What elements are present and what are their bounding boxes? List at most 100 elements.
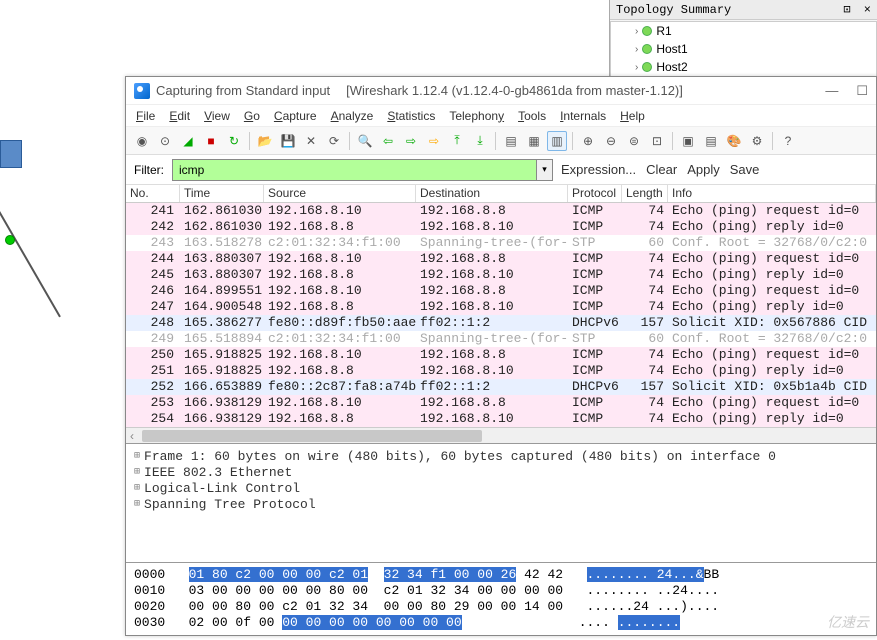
detail-frame[interactable]: ⊞Frame 1: 60 bytes on wire (480 bits), 6… bbox=[134, 448, 868, 464]
packet-row[interactable]: 251165.918825192.168.8.8192.168.8.10ICMP… bbox=[126, 363, 876, 379]
col-header-no[interactable]: No. bbox=[126, 185, 180, 202]
colorize-icon[interactable]: ▤ bbox=[501, 131, 521, 151]
filter-save-link[interactable]: Save bbox=[730, 162, 760, 177]
expand-icon[interactable]: ⊞ bbox=[134, 450, 140, 462]
filter-dropdown-icon[interactable]: ▾ bbox=[537, 159, 553, 181]
goto-icon[interactable]: ⇨ bbox=[424, 131, 444, 151]
packet-row[interactable]: 248165.386277fe80::d89f:fb50:aaeff02::1:… bbox=[126, 315, 876, 331]
topology-item-r1[interactable]: ›R1 bbox=[611, 22, 876, 40]
status-dot-icon bbox=[642, 62, 652, 72]
status-dot-icon bbox=[642, 26, 652, 36]
packet-list[interactable]: 241162.861030192.168.8.10192.168.8.8ICMP… bbox=[126, 203, 876, 427]
zoom-reset-icon[interactable]: ⊜ bbox=[624, 131, 644, 151]
scrollbar-thumb[interactable] bbox=[142, 430, 482, 442]
toolbar-sep bbox=[672, 132, 673, 150]
restart-capture-icon[interactable]: ↻ bbox=[224, 131, 244, 151]
topology-device-icon[interactable] bbox=[0, 140, 22, 168]
wireshark-window: Capturing from Standard input [Wireshark… bbox=[125, 76, 877, 636]
zoom-in-icon[interactable]: ⊕ bbox=[578, 131, 598, 151]
close-icon[interactable]: ✕ bbox=[301, 131, 321, 151]
col-header-length[interactable]: Length bbox=[622, 185, 668, 202]
packet-row[interactable]: 247164.900548192.168.8.8192.168.8.10ICMP… bbox=[126, 299, 876, 315]
title-bar[interactable]: Capturing from Standard input [Wireshark… bbox=[126, 77, 876, 105]
detail-llc[interactable]: ⊞Logical-Link Control bbox=[134, 480, 868, 496]
topology-item-host2[interactable]: ›Host2 bbox=[611, 58, 876, 76]
packet-row[interactable]: 254166.938129192.168.8.8192.168.8.10ICMP… bbox=[126, 411, 876, 427]
packet-row[interactable]: 245163.880307192.168.8.8192.168.8.10ICMP… bbox=[126, 267, 876, 283]
menu-go[interactable]: Go bbox=[244, 109, 260, 123]
topology-tree: ›R1 ›Host1 ›Host2 bbox=[610, 21, 877, 77]
open-icon[interactable]: 📂 bbox=[255, 131, 275, 151]
expand-icon[interactable]: ⊞ bbox=[134, 498, 140, 510]
packet-row[interactable]: 246164.899551192.168.8.10192.168.8.8ICMP… bbox=[126, 283, 876, 299]
menu-capture[interactable]: Capture bbox=[274, 109, 317, 123]
hex-pane[interactable]: 0000 01 80 c2 00 00 00 c2 01 32 34 f1 00… bbox=[126, 562, 876, 635]
coloring-rules-icon[interactable]: 🎨 bbox=[724, 131, 744, 151]
stop-capture-icon[interactable]: ■ bbox=[201, 131, 221, 151]
col-header-source[interactable]: Source bbox=[264, 185, 416, 202]
detail-ethernet[interactable]: ⊞IEEE 802.3 Ethernet bbox=[134, 464, 868, 480]
expand-icon[interactable]: ⊞ bbox=[134, 482, 140, 494]
menu-statistics[interactable]: Statistics bbox=[387, 109, 435, 123]
start-capture-icon[interactable]: ◢ bbox=[178, 131, 198, 151]
packet-row[interactable]: 242162.861030192.168.8.8192.168.8.10ICMP… bbox=[126, 219, 876, 235]
packet-row[interactable]: 253166.938129192.168.8.10192.168.8.8ICMP… bbox=[126, 395, 876, 411]
capture-filters-icon[interactable]: ▣ bbox=[678, 131, 698, 151]
topology-item-host1[interactable]: ›Host1 bbox=[611, 40, 876, 58]
menu-view[interactable]: View bbox=[204, 109, 230, 123]
interfaces-icon[interactable]: ◉ bbox=[132, 131, 152, 151]
col-header-destination[interactable]: Destination bbox=[416, 185, 568, 202]
filter-apply-link[interactable]: Apply bbox=[687, 162, 720, 177]
back-icon[interactable]: ⇦ bbox=[378, 131, 398, 151]
topology-close-icon[interactable]: × bbox=[864, 3, 871, 17]
menu-help[interactable]: Help bbox=[620, 109, 645, 123]
menu-file[interactable]: File bbox=[136, 109, 155, 123]
col-header-time[interactable]: Time bbox=[180, 185, 264, 202]
topology-dock-icon[interactable]: ⊡ bbox=[843, 3, 850, 17]
packet-details-pane[interactable]: ⊞Frame 1: 60 bytes on wire (480 bits), 6… bbox=[126, 443, 876, 562]
app-icon bbox=[134, 83, 150, 99]
scroll-left-icon[interactable]: ‹ bbox=[126, 429, 138, 443]
menu-bar: File Edit View Go Capture Analyze Statis… bbox=[126, 105, 876, 127]
options-icon[interactable]: ⊙ bbox=[155, 131, 175, 151]
filter-clear-link[interactable]: Clear bbox=[646, 162, 677, 177]
save-icon[interactable]: 💾 bbox=[278, 131, 298, 151]
filter-input[interactable]: icmp bbox=[172, 159, 537, 181]
topology-panel: Topology Summary ⊡ × ›R1 ›Host1 ›Host2 bbox=[609, 0, 877, 77]
packet-row[interactable]: 244163.880307192.168.8.10192.168.8.8ICMP… bbox=[126, 251, 876, 267]
zoom-out-icon[interactable]: ⊖ bbox=[601, 131, 621, 151]
packet-row[interactable]: 249165.518894c2:01:32:34:f1:00Spanning-t… bbox=[126, 331, 876, 347]
auto-scroll-icon[interactable]: ▦ bbox=[524, 131, 544, 151]
detail-stp[interactable]: ⊞Spanning Tree Protocol bbox=[134, 496, 868, 512]
packet-row[interactable]: 241162.861030192.168.8.10192.168.8.8ICMP… bbox=[126, 203, 876, 219]
reload-icon[interactable]: ⟳ bbox=[324, 131, 344, 151]
topology-title: Topology Summary bbox=[616, 3, 731, 17]
maximize-button[interactable]: ☐ bbox=[856, 83, 868, 99]
toolbar: ◉ ⊙ ◢ ■ ↻ 📂 💾 ✕ ⟳ 🔍 ⇦ ⇨ ⇨ ⤒ ⤓ ▤ ▦ ▥ ⊕ ⊖ … bbox=[126, 127, 876, 155]
find-icon[interactable]: 🔍 bbox=[355, 131, 375, 151]
packet-row[interactable]: 243163.518278c2:01:32:34:f1:00Spanning-t… bbox=[126, 235, 876, 251]
display-filters-icon[interactable]: ▤ bbox=[701, 131, 721, 151]
chevron-right-icon: › bbox=[635, 44, 638, 55]
packet-row[interactable]: 252166.653889fe80::2c87:fa8:a74bff02::1:… bbox=[126, 379, 876, 395]
status-dot-icon bbox=[642, 44, 652, 54]
menu-internals[interactable]: Internals bbox=[560, 109, 606, 123]
menu-telephony[interactable]: Telephony bbox=[449, 109, 504, 123]
menu-tools[interactable]: Tools bbox=[518, 109, 546, 123]
menu-analyze[interactable]: Analyze bbox=[331, 109, 374, 123]
col-header-info[interactable]: Info bbox=[668, 185, 876, 202]
expand-icon[interactable]: ⊞ bbox=[134, 466, 140, 478]
packet-row[interactable]: 250165.918825192.168.8.10192.168.8.8ICMP… bbox=[126, 347, 876, 363]
filter-expression-link[interactable]: Expression... bbox=[561, 162, 636, 177]
minimize-button[interactable]: — bbox=[825, 83, 838, 99]
goto-last-icon[interactable]: ⤓ bbox=[470, 131, 490, 151]
resize-all-icon[interactable]: ⊡ bbox=[647, 131, 667, 151]
col-header-protocol[interactable]: Protocol bbox=[568, 185, 622, 202]
forward-icon[interactable]: ⇨ bbox=[401, 131, 421, 151]
menu-edit[interactable]: Edit bbox=[169, 109, 190, 123]
goto-first-icon[interactable]: ⤒ bbox=[447, 131, 467, 151]
help-icon[interactable]: ? bbox=[778, 131, 798, 151]
resize-cols-icon[interactable]: ▥ bbox=[547, 131, 567, 151]
prefs-icon[interactable]: ⚙ bbox=[747, 131, 767, 151]
horizontal-scrollbar[interactable]: ‹ bbox=[126, 427, 876, 443]
